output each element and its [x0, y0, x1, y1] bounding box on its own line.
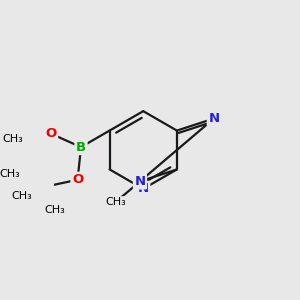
Text: O: O: [72, 173, 83, 186]
Text: CH₃: CH₃: [0, 169, 20, 179]
Text: N: N: [208, 112, 219, 125]
Text: N: N: [134, 175, 146, 188]
Text: CH₃: CH₃: [44, 205, 65, 215]
Text: N: N: [138, 182, 149, 195]
Text: CH₃: CH₃: [3, 134, 24, 144]
Text: O: O: [45, 127, 57, 140]
Text: CH₃: CH₃: [105, 197, 126, 207]
Text: B: B: [76, 141, 86, 154]
Text: CH₃: CH₃: [12, 190, 32, 201]
